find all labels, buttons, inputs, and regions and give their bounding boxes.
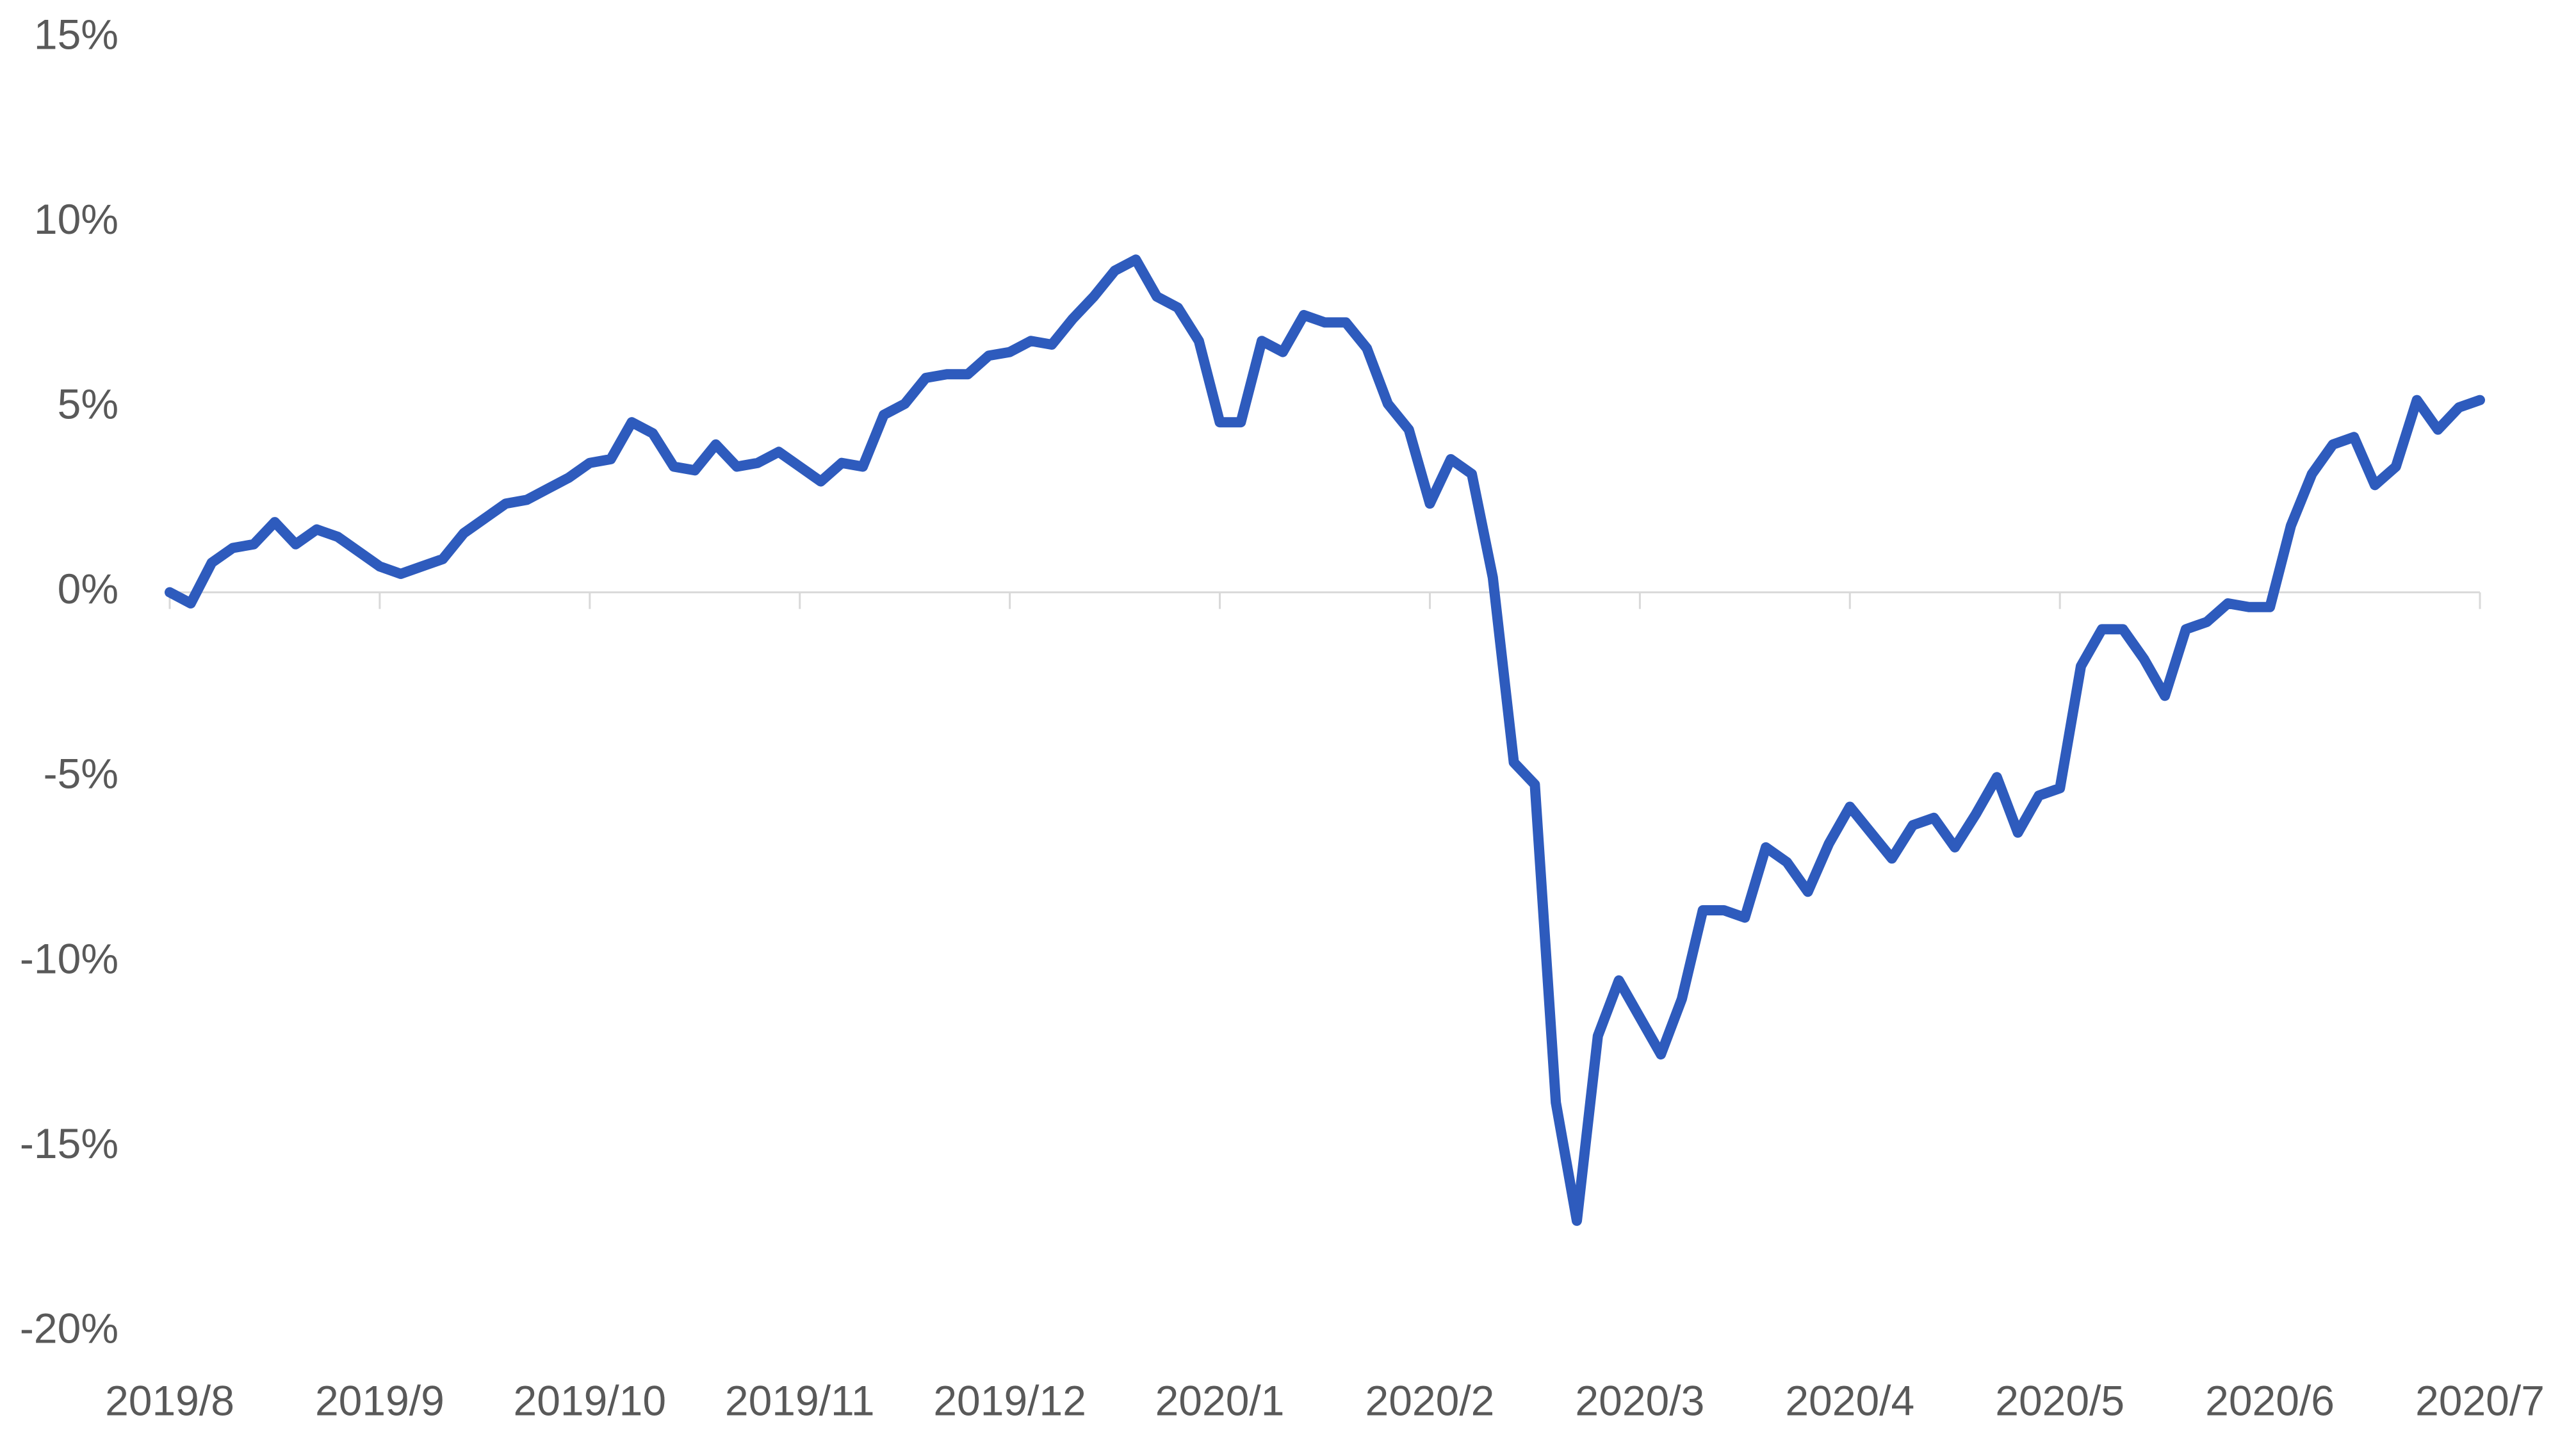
- x-tick-label: 2019/8: [105, 1377, 234, 1424]
- x-tick-label: 2020/4: [1785, 1377, 1914, 1424]
- x-tick-label: 2020/2: [1365, 1377, 1495, 1424]
- y-tick-label: 5%: [58, 380, 118, 428]
- y-tick-label: 10%: [34, 195, 118, 243]
- x-tick-label: 2019/12: [933, 1377, 1086, 1424]
- x-tick-label: 2020/7: [2415, 1377, 2545, 1424]
- x-tick-label: 2020/3: [1575, 1377, 1704, 1424]
- y-tick-label: 0%: [58, 565, 118, 612]
- y-tick-label: 15%: [34, 10, 118, 58]
- x-tick-label: 2019/9: [315, 1377, 444, 1424]
- x-tick-label: 2020/5: [1995, 1377, 2124, 1424]
- x-tick-label: 2020/6: [2205, 1377, 2335, 1424]
- x-tick-label: 2019/11: [725, 1377, 875, 1424]
- y-tick-label: -10%: [20, 935, 118, 982]
- y-tick-label: -20%: [20, 1304, 118, 1352]
- series-line: [165, 254, 2485, 1226]
- y-tick-label: -5%: [44, 750, 118, 797]
- x-tick-label: 2019/10: [514, 1377, 667, 1424]
- y-tick-label: -15%: [20, 1120, 118, 1167]
- x-tick-label: 2020/1: [1155, 1377, 1285, 1424]
